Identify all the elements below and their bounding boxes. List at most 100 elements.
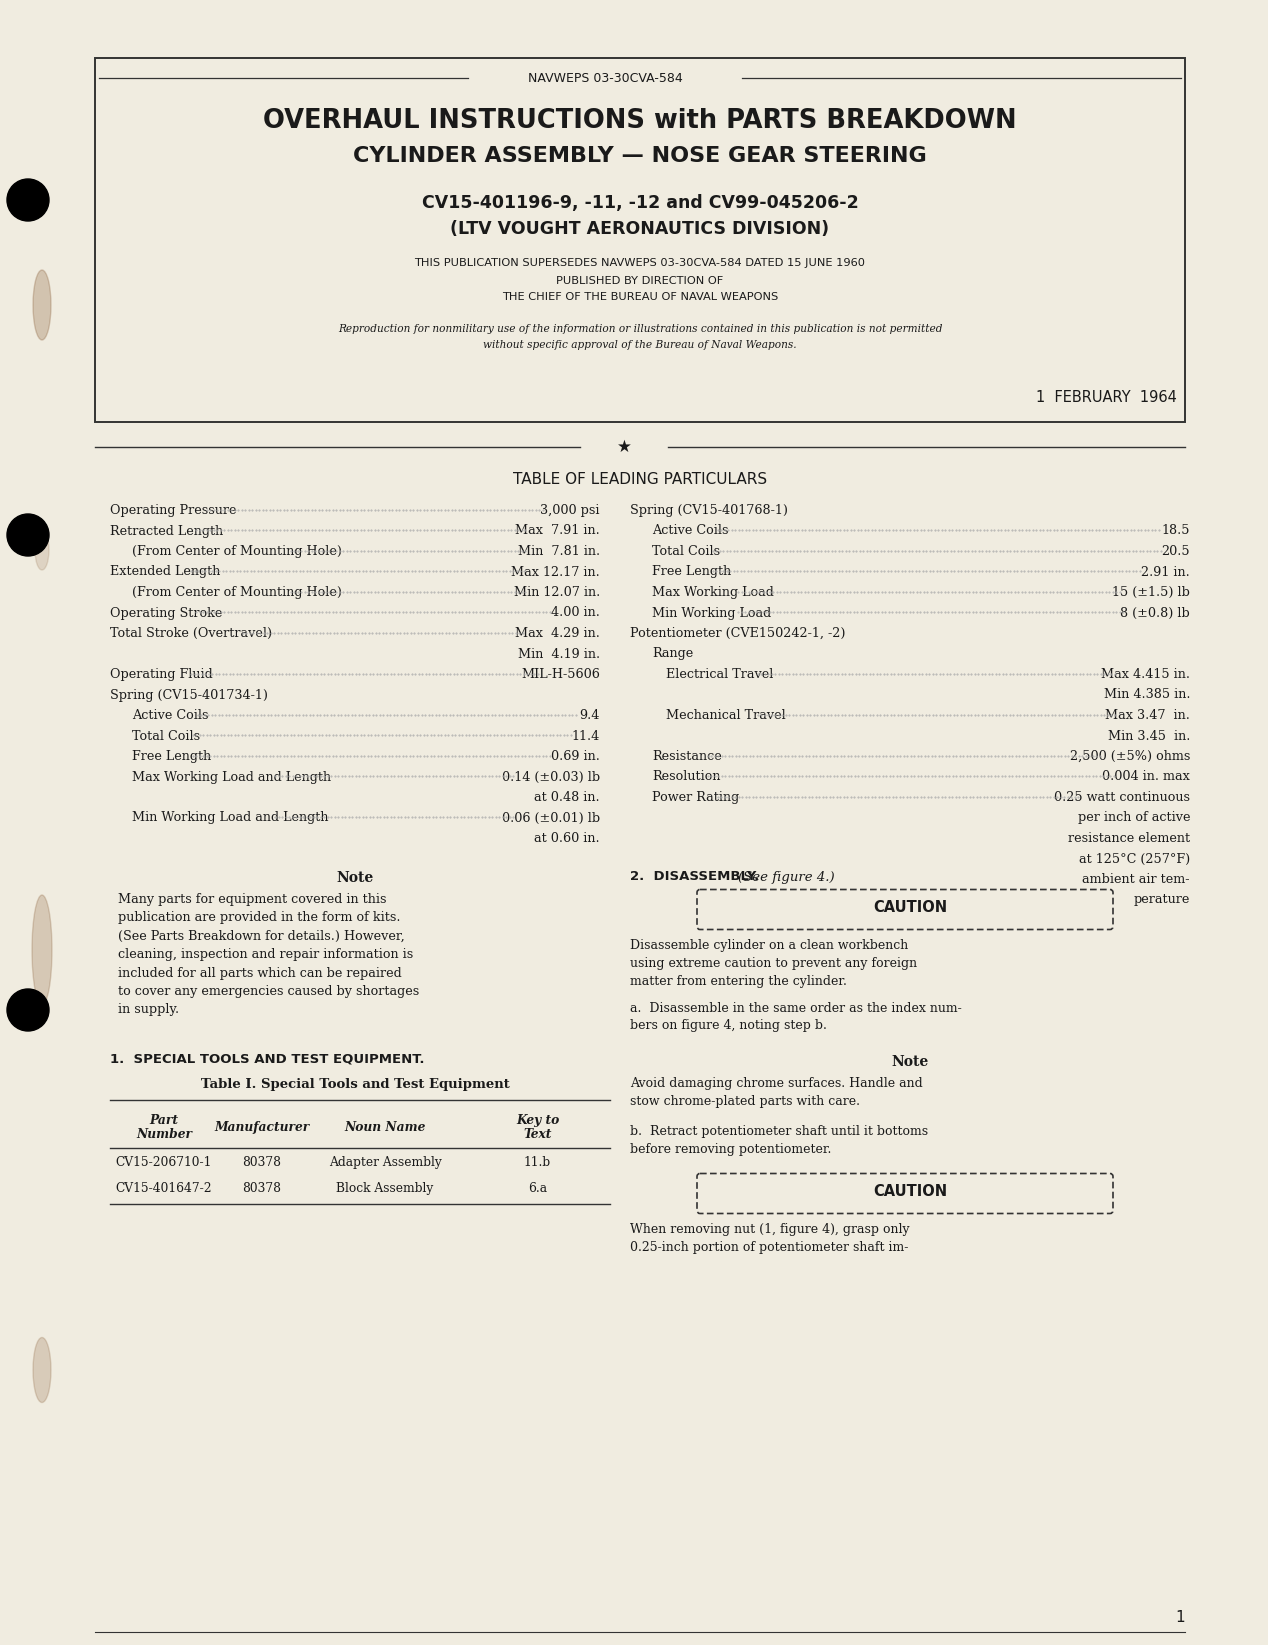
Text: THE CHIEF OF THE BUREAU OF NAVAL WEAPONS: THE CHIEF OF THE BUREAU OF NAVAL WEAPONS — [502, 293, 779, 303]
Text: 0.69 in.: 0.69 in. — [552, 750, 600, 763]
Text: Max Working Load: Max Working Load — [652, 586, 773, 599]
Text: Min  7.81 in.: Min 7.81 in. — [517, 544, 600, 558]
Ellipse shape — [33, 1337, 51, 1403]
Text: 0.06 (±0.01) lb: 0.06 (±0.01) lb — [502, 811, 600, 824]
Text: Min Working Load and Length: Min Working Load and Length — [132, 811, 328, 824]
Text: 11.b: 11.b — [524, 1156, 552, 1170]
Text: Free Length: Free Length — [652, 566, 732, 579]
Text: Key to: Key to — [516, 1114, 559, 1127]
Text: Note: Note — [336, 870, 374, 885]
Text: 0.25 watt continuous: 0.25 watt continuous — [1054, 791, 1189, 804]
Text: matter from entering the cylinder.: matter from entering the cylinder. — [630, 974, 847, 987]
Circle shape — [8, 513, 49, 556]
Ellipse shape — [32, 895, 52, 1005]
Text: 1.  SPECIAL TOOLS AND TEST EQUIPMENT.: 1. SPECIAL TOOLS AND TEST EQUIPMENT. — [110, 1053, 425, 1064]
Text: in supply.: in supply. — [118, 1003, 179, 1017]
Text: b.  Retract potentiometer shaft until it bottoms: b. Retract potentiometer shaft until it … — [630, 1125, 928, 1137]
Text: Max  4.29 in.: Max 4.29 in. — [515, 627, 600, 640]
Text: Total Stroke (Overtravel): Total Stroke (Overtravel) — [110, 627, 273, 640]
Text: Min 4.385 in.: Min 4.385 in. — [1103, 689, 1189, 701]
Text: Total Coils: Total Coils — [652, 544, 720, 558]
Text: Operating Pressure: Operating Pressure — [110, 503, 237, 517]
Text: resistance element: resistance element — [1068, 832, 1189, 846]
Ellipse shape — [33, 270, 51, 341]
Text: 0.004 in. max: 0.004 in. max — [1102, 770, 1189, 783]
Text: 11.4: 11.4 — [572, 729, 600, 742]
Text: 0.14 (±0.03) lb: 0.14 (±0.03) lb — [502, 770, 600, 783]
Text: 4.00 in.: 4.00 in. — [552, 607, 600, 620]
Text: Part: Part — [150, 1114, 179, 1127]
Text: CV15-401647-2: CV15-401647-2 — [115, 1183, 212, 1194]
Text: (See figure 4.): (See figure 4.) — [738, 870, 834, 883]
Text: Disassemble cylinder on a clean workbench: Disassemble cylinder on a clean workbenc… — [630, 939, 908, 951]
Text: Many parts for equipment covered in this: Many parts for equipment covered in this — [118, 893, 387, 905]
Text: CV15-401196-9, -11, -12 and CV99-045206-2: CV15-401196-9, -11, -12 and CV99-045206-… — [422, 194, 858, 212]
Text: Note: Note — [891, 1054, 928, 1069]
Text: When removing nut (1, figure 4), grasp only: When removing nut (1, figure 4), grasp o… — [630, 1222, 909, 1235]
Text: (From Center of Mounting Hole): (From Center of Mounting Hole) — [132, 586, 342, 599]
Text: 1  FEBRUARY  1964: 1 FEBRUARY 1964 — [1036, 390, 1177, 405]
Text: Reproduction for nonmilitary use of the information or illustrations contained i: Reproduction for nonmilitary use of the … — [337, 324, 942, 334]
Text: bers on figure 4, noting step b.: bers on figure 4, noting step b. — [630, 1020, 827, 1033]
Text: 6.a: 6.a — [527, 1183, 547, 1194]
Text: CYLINDER ASSEMBLY — NOSE GEAR STEERING: CYLINDER ASSEMBLY — NOSE GEAR STEERING — [353, 146, 927, 166]
Text: ★: ★ — [616, 438, 631, 456]
Text: CAUTION: CAUTION — [872, 1184, 947, 1199]
Text: to cover any emergencies caused by shortages: to cover any emergencies caused by short… — [118, 985, 420, 999]
Text: using extreme caution to prevent any foreign: using extreme caution to prevent any for… — [630, 956, 917, 969]
Text: at 0.48 in.: at 0.48 in. — [534, 791, 600, 804]
Text: 9.4: 9.4 — [579, 709, 600, 722]
Text: Total Coils: Total Coils — [132, 729, 200, 742]
Text: 2.  DISASSEMBLY.: 2. DISASSEMBLY. — [630, 870, 760, 883]
Text: Active Coils: Active Coils — [132, 709, 208, 722]
Text: Resolution: Resolution — [652, 770, 720, 783]
Text: (From Center of Mounting Hole): (From Center of Mounting Hole) — [132, 544, 342, 558]
Text: Range: Range — [652, 648, 694, 661]
Text: Spring (CV15-401734-1): Spring (CV15-401734-1) — [110, 689, 268, 701]
Text: Resistance: Resistance — [652, 750, 721, 763]
Text: Active Coils: Active Coils — [652, 525, 729, 538]
Text: included for all parts which can be repaired: included for all parts which can be repa… — [118, 967, 402, 979]
Text: Free Length: Free Length — [132, 750, 212, 763]
Ellipse shape — [36, 530, 49, 571]
Text: per inch of active: per inch of active — [1078, 811, 1189, 824]
Text: (LTV VOUGHT AERONAUTICS DIVISION): (LTV VOUGHT AERONAUTICS DIVISION) — [450, 220, 829, 239]
Text: Operating Stroke: Operating Stroke — [110, 607, 222, 620]
Text: Electrical Travel: Electrical Travel — [666, 668, 773, 681]
Text: without specific approval of the Bureau of Naval Weapons.: without specific approval of the Bureau … — [483, 341, 796, 350]
Text: 2,500 (±5%) ohms: 2,500 (±5%) ohms — [1070, 750, 1189, 763]
Text: 2.91 in.: 2.91 in. — [1141, 566, 1189, 579]
Text: Min 12.07 in.: Min 12.07 in. — [514, 586, 600, 599]
Text: Retracted Length: Retracted Length — [110, 525, 223, 538]
Text: Table I. Special Tools and Test Equipment: Table I. Special Tools and Test Equipmen… — [200, 1077, 510, 1091]
Text: Max Working Load and Length: Max Working Load and Length — [132, 770, 331, 783]
Text: 8 (±0.8) lb: 8 (±0.8) lb — [1120, 607, 1189, 620]
Text: Manufacturer: Manufacturer — [214, 1120, 309, 1133]
Text: Min  4.19 in.: Min 4.19 in. — [517, 648, 600, 661]
Text: Block Assembly: Block Assembly — [336, 1183, 434, 1194]
Text: 18.5: 18.5 — [1161, 525, 1189, 538]
Text: TABLE OF LEADING PARTICULARS: TABLE OF LEADING PARTICULARS — [514, 472, 767, 487]
Text: Mechanical Travel: Mechanical Travel — [666, 709, 786, 722]
Text: Min Working Load: Min Working Load — [652, 607, 771, 620]
Text: ambient air tem-: ambient air tem- — [1083, 873, 1189, 887]
Text: at 125°C (257°F): at 125°C (257°F) — [1079, 852, 1189, 865]
Text: Min 3.45  in.: Min 3.45 in. — [1108, 729, 1189, 742]
Text: before removing potentiometer.: before removing potentiometer. — [630, 1143, 832, 1155]
Text: 3,000 psi: 3,000 psi — [540, 503, 600, 517]
Text: 80378: 80378 — [242, 1156, 281, 1170]
Text: Power Rating: Power Rating — [652, 791, 739, 804]
Text: a.  Disassemble in the same order as the index num-: a. Disassemble in the same order as the … — [630, 1002, 961, 1015]
Text: CV15-206710-1: CV15-206710-1 — [115, 1156, 212, 1170]
Text: Max 3.47  in.: Max 3.47 in. — [1106, 709, 1189, 722]
Text: Extended Length: Extended Length — [110, 566, 221, 579]
Text: OVERHAUL INSTRUCTIONS with PARTS BREAKDOWN: OVERHAUL INSTRUCTIONS with PARTS BREAKDO… — [264, 109, 1017, 133]
Bar — [95, 58, 1186, 423]
Text: (See Parts Breakdown for details.) However,: (See Parts Breakdown for details.) Howev… — [118, 929, 404, 943]
Text: Number: Number — [136, 1128, 191, 1142]
Text: Text: Text — [524, 1128, 552, 1142]
Text: Avoid damaging chrome surfaces. Handle and: Avoid damaging chrome surfaces. Handle a… — [630, 1076, 923, 1089]
Text: 15 (±1.5) lb: 15 (±1.5) lb — [1112, 586, 1189, 599]
Text: cleaning, inspection and repair information is: cleaning, inspection and repair informat… — [118, 948, 413, 961]
Text: Noun Name: Noun Name — [345, 1120, 426, 1133]
